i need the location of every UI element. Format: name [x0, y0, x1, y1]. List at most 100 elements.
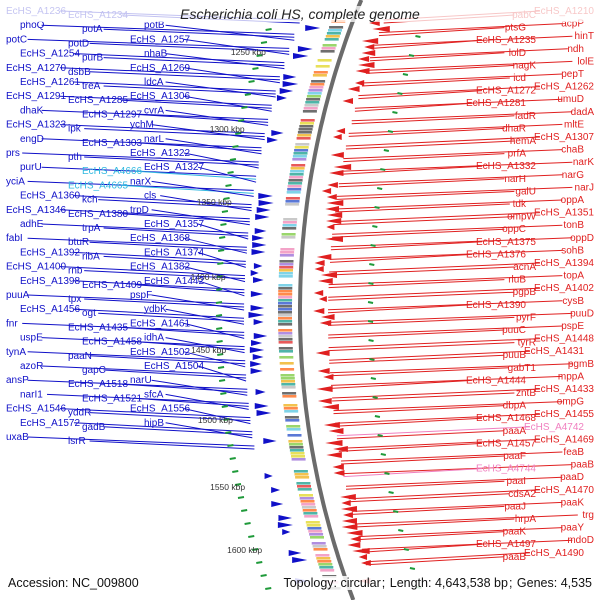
- forward-gene-label: EcHS_A1269: [130, 63, 190, 74]
- reverse-gene-arrow: [319, 320, 332, 326]
- reverse-connector: [333, 401, 563, 412]
- scale-tick-label: 1550 kbp: [210, 482, 245, 492]
- cog-color-block: [305, 101, 320, 104]
- reverse-connector: [330, 237, 573, 248]
- scale-tick: [217, 249, 225, 252]
- cog-color-block: [294, 149, 309, 152]
- forward-gene-label: dhaK: [20, 105, 44, 116]
- forward-gene-arrow: [282, 81, 299, 87]
- forward-gene-arrow: [255, 214, 270, 220]
- cog-color-block: [278, 290, 293, 293]
- cog-color-block: [286, 425, 301, 428]
- forward-connector: [135, 341, 245, 351]
- forward-connector: [183, 95, 272, 112]
- forward-gene-label: btuR: [68, 237, 89, 248]
- scale-tick: [388, 491, 394, 494]
- cog-color-block: [329, 26, 344, 29]
- forward-connector: [89, 241, 247, 251]
- scale-tick: [384, 472, 390, 475]
- scale-tick: [217, 366, 225, 369]
- forward-connector: [103, 57, 285, 67]
- scale-tick: [256, 54, 263, 57]
- reverse-gene-label: prfA: [508, 149, 527, 160]
- cog-color-block: [279, 263, 294, 266]
- cog-color-block: [290, 167, 305, 170]
- scale-tick-track: [215, 28, 422, 590]
- topology-value: circular: [340, 576, 381, 590]
- reverse-connector: [351, 115, 515, 125]
- cog-color-block: [280, 248, 295, 251]
- reverse-connector: [354, 514, 578, 525]
- cog-color-block: [297, 485, 311, 488]
- scale-tick: [392, 510, 399, 513]
- reverse-connector: [332, 224, 563, 235]
- reverse-gene-arrow: [317, 368, 330, 374]
- cog-color-block: [281, 383, 296, 386]
- forward-connector: [73, 251, 246, 262]
- cog-category-track: [278, 20, 346, 590]
- reverse-connector: [365, 64, 515, 74]
- forward-connector: [135, 142, 262, 152]
- reverse-gene-label: EcHS_A1235: [476, 35, 536, 46]
- scale-tick: [369, 263, 375, 266]
- reverse-connector: [378, 27, 505, 37]
- scale-tick: [380, 168, 386, 171]
- cog-color-block: [297, 488, 312, 491]
- reverse-gene-label: rluB: [508, 275, 526, 286]
- scale-tick: [227, 444, 234, 447]
- cog-color-block: [310, 536, 324, 539]
- reverse-connector: [336, 186, 573, 197]
- forward-connector: [27, 294, 245, 305]
- cog-color-block: [278, 341, 293, 344]
- reverse-connector: [330, 375, 563, 386]
- forward-connector: [84, 156, 259, 166]
- reverse-gene-arrow: [328, 428, 344, 434]
- forward-gene-label: EcHS_A1261: [20, 77, 80, 88]
- forward-gene-label: EcHS_A1323: [6, 120, 66, 131]
- reverse-gene-label: EcHS_A1307: [534, 132, 594, 143]
- reverse-connector: [328, 291, 515, 301]
- reverse-gene-label: oppC: [502, 224, 526, 235]
- scale-tick: [237, 496, 245, 499]
- forward-gene-arrow: [250, 305, 265, 311]
- cog-color-block: [286, 191, 301, 194]
- cog-color-block: [326, 32, 341, 35]
- forward-gene-arrow: [250, 270, 259, 276]
- forward-connector: [183, 266, 246, 283]
- forward-feature-track: [248, 25, 321, 584]
- reverse-gene-label: oppD: [570, 233, 594, 244]
- reverse-connector: [329, 363, 573, 374]
- forward-gene-label: potA: [82, 24, 103, 35]
- reverse-gene-arrow: [340, 494, 356, 500]
- cog-color-block: [299, 494, 313, 497]
- cog-color-block: [315, 554, 330, 557]
- cog-color-block: [300, 122, 314, 125]
- forward-gene-arrow: [251, 340, 263, 346]
- reverse-connector: [369, 52, 505, 62]
- reverse-gene-arrow: [327, 182, 338, 188]
- forward-gene-arrow: [264, 473, 273, 479]
- scale-tick: [216, 288, 223, 291]
- forward-connector: [89, 71, 280, 81]
- forward-connector: [59, 124, 265, 135]
- cog-color-block: [298, 128, 313, 131]
- reverse-connector: [329, 350, 531, 361]
- reverse-gene-arrow: [350, 536, 361, 542]
- cog-color-block: [312, 74, 327, 77]
- reverse-gene-label: dhaR: [502, 123, 526, 134]
- scale-tick: [408, 54, 415, 57]
- reverse-gene-arrow: [329, 170, 344, 176]
- reverse-connector: [343, 149, 563, 160]
- forward-gene-label: puuA: [6, 290, 30, 301]
- reverse-connector: [329, 266, 515, 276]
- reverse-gene-label: oppA: [561, 195, 585, 206]
- forward-gene-label: tpx: [68, 294, 81, 305]
- reverse-gene-label: paaB: [503, 552, 527, 563]
- forward-gene-label: engD: [20, 134, 44, 145]
- forward-gene-arrow: [276, 95, 287, 101]
- reverse-connector: [327, 316, 515, 326]
- reverse-gene-label: EcHS_A1351: [534, 208, 594, 219]
- forward-gene-label: EcHS_A1409: [82, 280, 142, 291]
- forward-gene-label: treA: [82, 81, 101, 92]
